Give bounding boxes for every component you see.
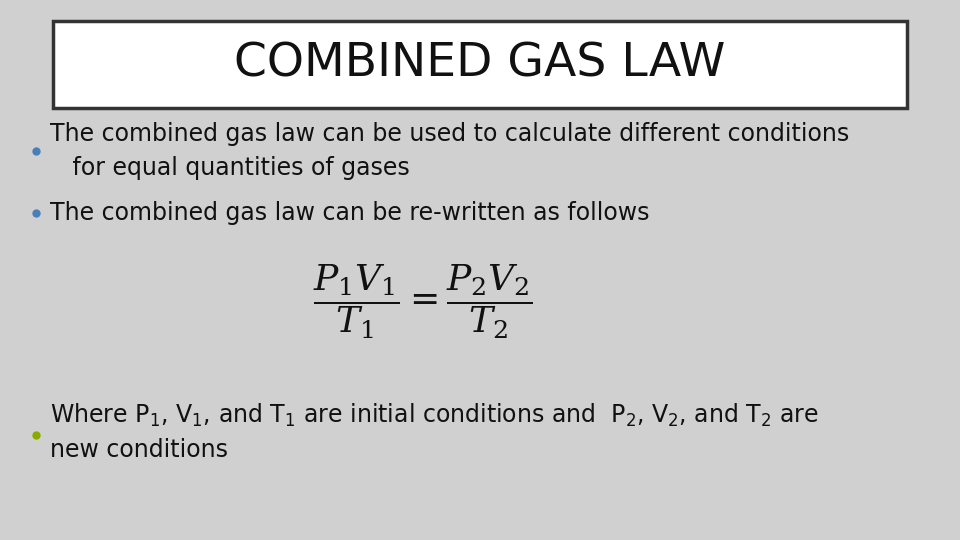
Text: The combined gas law can be re-written as follows: The combined gas law can be re-written a…: [50, 201, 649, 225]
Text: The combined gas law can be used to calculate different conditions
   for equal : The combined gas law can be used to calc…: [50, 123, 850, 180]
FancyBboxPatch shape: [53, 21, 907, 108]
Text: Where P$_1$, V$_1$, and T$_1$ are initial conditions and  P$_2$, V$_2$, and T$_2: Where P$_1$, V$_1$, and T$_1$ are initia…: [50, 402, 819, 462]
Text: $\dfrac{P_1V_1}{T_1} = \dfrac{P_2V_2}{T_2}$: $\dfrac{P_1V_1}{T_1} = \dfrac{P_2V_2}{T_…: [313, 264, 532, 341]
Text: COMBINED GAS LAW: COMBINED GAS LAW: [234, 41, 726, 86]
